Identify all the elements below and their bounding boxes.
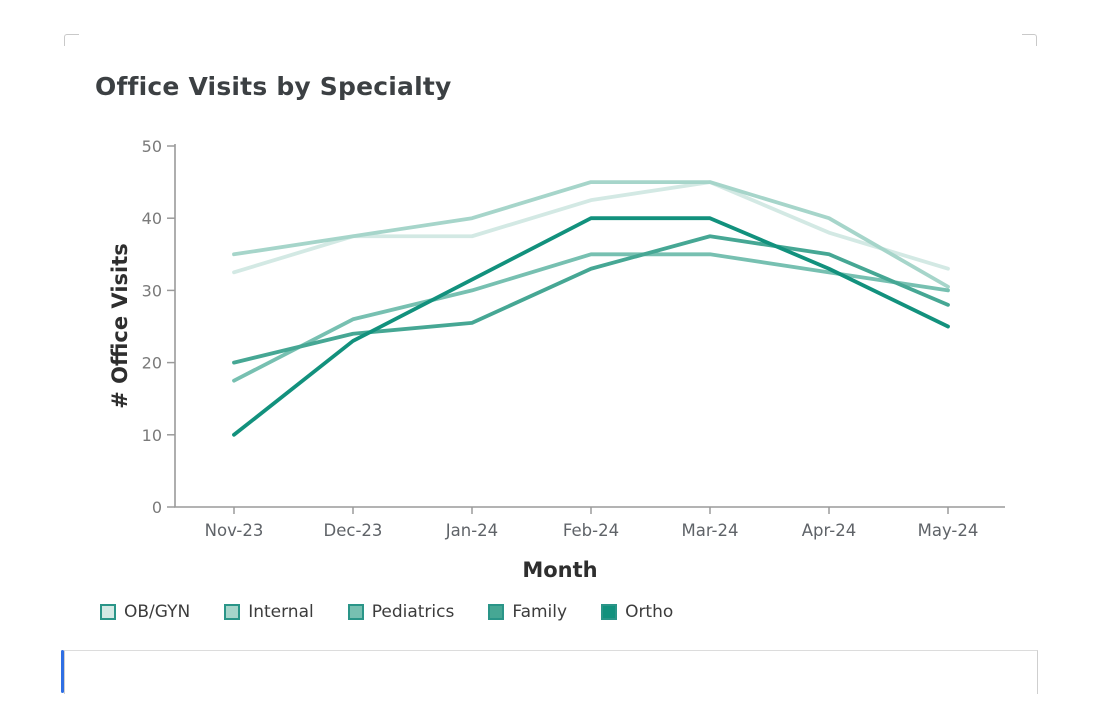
x-tick-label: Apr-24 [802, 521, 856, 540]
legend-item-ob-gyn: OB/GYN [100, 602, 190, 622]
series-line-family [232, 234, 950, 365]
legend-swatch-icon [100, 604, 116, 620]
chart-legend: OB/GYN Internal Pediatrics Family Ortho [100, 602, 673, 622]
legend-label: Internal [248, 602, 314, 622]
axes [174, 144, 1005, 508]
legend-label: Pediatrics [371, 602, 455, 622]
legend-item-family: Family [488, 602, 567, 622]
legend-label: OB/GYN [124, 602, 191, 622]
legend-label: Ortho [625, 602, 674, 622]
y-tick-label: 20 [142, 354, 162, 373]
x-tick-label: Feb-24 [563, 521, 619, 540]
series-line-internal [232, 180, 950, 289]
selection-accent-bar [61, 650, 64, 693]
y-tick-label: 0 [152, 498, 162, 517]
y-tick-label: 50 [142, 137, 162, 156]
legend-item-ortho: Ortho [601, 602, 673, 622]
x-tick-label: May-24 [918, 521, 979, 540]
x-tick-label: Mar-24 [681, 521, 738, 540]
legend-swatch-icon [347, 604, 364, 620]
y-axis-title: # Office Visits [108, 243, 132, 409]
legend-swatch-icon [488, 604, 505, 620]
x-tick-label: Nov-23 [205, 521, 264, 540]
x-axis-title: Month [522, 558, 598, 582]
y-tick-label: 10 [142, 426, 162, 445]
legend-swatch-icon [224, 604, 241, 620]
y-tick-label: 40 [142, 209, 162, 228]
card-corner-top-right [1022, 34, 1037, 46]
series-line-pediatrics [232, 252, 950, 383]
x-tick-label: Dec-23 [324, 521, 383, 540]
legend-swatch-icon [601, 604, 618, 620]
x-tick-label: Jan-24 [445, 521, 498, 540]
legend-label: Family [512, 602, 568, 622]
card-footer-frame [64, 650, 1038, 694]
legend-item-internal: Internal [224, 602, 314, 622]
series-line-ortho [232, 216, 950, 437]
chart-title: Office Visits by Specialty [95, 72, 452, 101]
y-tick-label: 30 [142, 281, 162, 300]
card-corner-top-left [64, 34, 79, 46]
legend-item-pediatrics: Pediatrics [347, 602, 455, 622]
